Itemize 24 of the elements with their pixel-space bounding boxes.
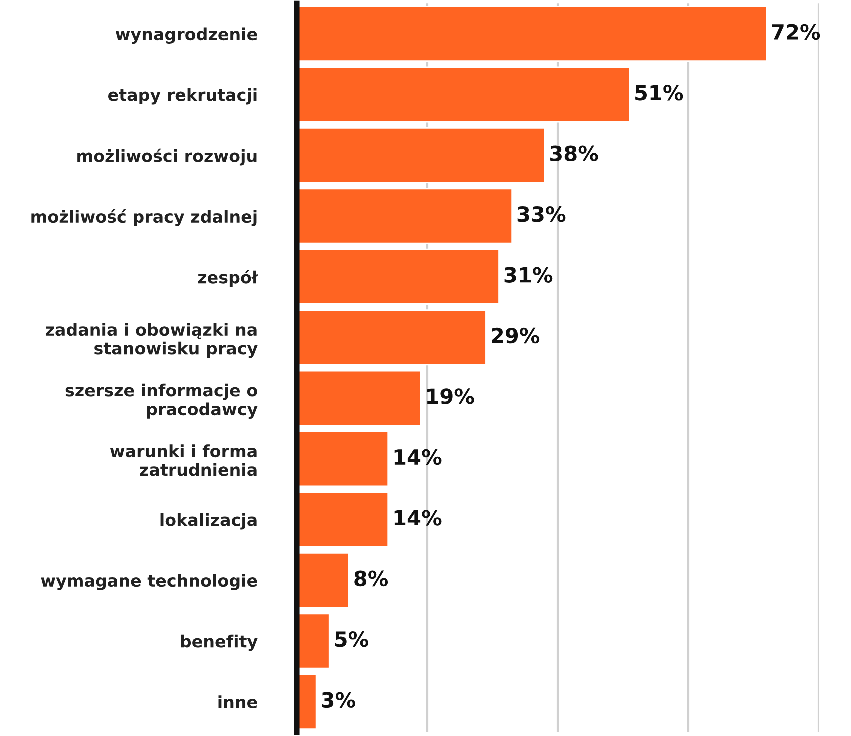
y-tick-label: inne <box>218 696 258 709</box>
y-tick-label: możliwość pracy zdalnej <box>32 210 257 226</box>
y-tick-label: benefity <box>181 634 258 652</box>
data-label: 31% <box>504 267 553 283</box>
data-label: 3% <box>322 692 356 708</box>
y-tick-label: warunki i forma zatrudnienia <box>110 444 257 476</box>
y-tick-label: wymagane technologie <box>41 574 258 590</box>
y-tick-label: lokalizacja <box>160 513 257 530</box>
y-tick-label: zespół <box>198 270 258 288</box>
data-label: 33% <box>518 206 566 222</box>
data-label: 14% <box>394 510 442 526</box>
data-label: 5% <box>335 632 368 648</box>
y-tick-label: zadania i obowiązki na stanowisku pracy <box>46 323 258 358</box>
y-tick-label: możliwości rozwoju <box>78 148 257 166</box>
data-label: 72% <box>772 24 820 40</box>
data-label: 19% <box>427 388 474 404</box>
data-label: 38% <box>550 146 598 162</box>
y-tick-label: szersze informacje o pracodawcy <box>66 384 258 419</box>
y-tick-label: wynagrodzenie <box>116 28 258 44</box>
data-label: 51% <box>636 85 684 101</box>
y-tick-label: etapy rekrutacji <box>108 88 257 105</box>
data-label: 29% <box>492 328 540 344</box>
data-label: 8% <box>354 570 388 587</box>
data-label: 14% <box>394 449 442 466</box>
